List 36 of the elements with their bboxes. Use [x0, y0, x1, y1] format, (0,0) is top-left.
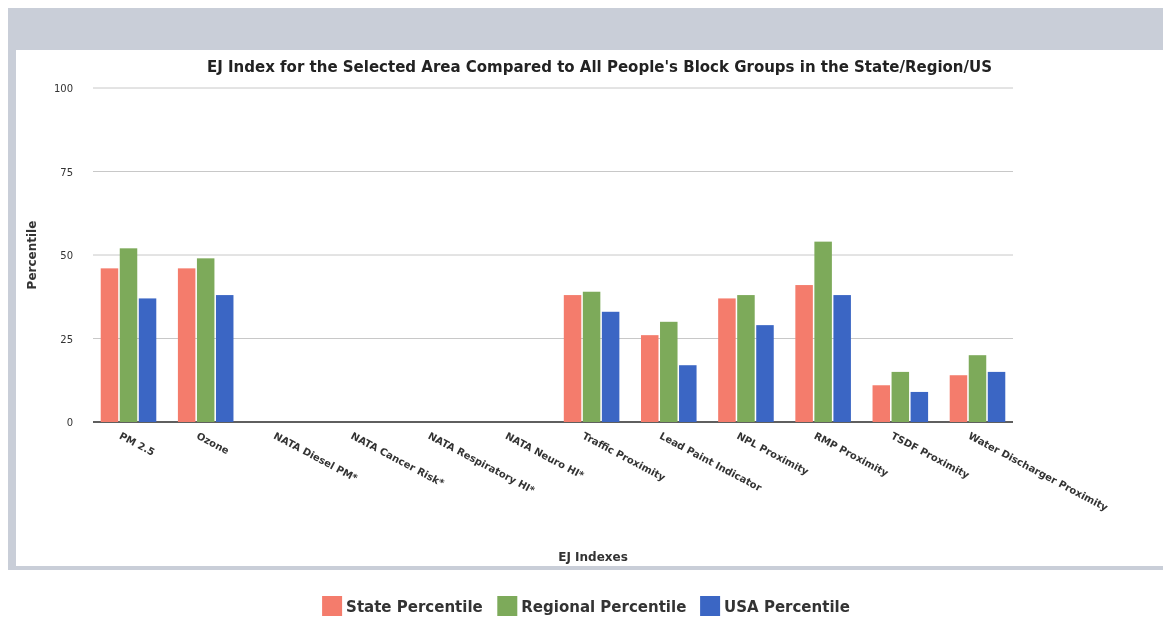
x-tick-label: PM 2.5 [117, 430, 157, 458]
bar [756, 325, 774, 422]
legend-label: State Percentile [346, 598, 483, 616]
legend-label: USA Percentile [724, 598, 850, 616]
bar [987, 371, 1006, 422]
bar [563, 295, 582, 422]
bar [833, 295, 851, 422]
bar [138, 298, 157, 422]
bar [968, 355, 987, 422]
legend-label: Regional Percentile [521, 598, 687, 616]
bar [737, 295, 755, 422]
bar [582, 291, 601, 422]
y-axis-title: Percentile [25, 220, 39, 290]
bar [177, 268, 196, 422]
y-tick-label: 50 [60, 250, 73, 261]
bar [891, 371, 910, 422]
y-tick-label: 100 [53, 83, 73, 94]
bar [119, 248, 138, 422]
bar [718, 298, 736, 422]
bar [872, 385, 891, 422]
bar [910, 391, 929, 422]
bar [601, 311, 620, 422]
bar [640, 335, 659, 422]
bar [196, 258, 215, 422]
bar [215, 295, 234, 422]
bar [660, 321, 678, 422]
y-tick-label: 25 [60, 333, 73, 345]
bar [814, 241, 832, 422]
bar [795, 285, 813, 422]
x-axis-title: EJ Indexes [558, 550, 628, 564]
y-tick-label: 0 [66, 417, 73, 428]
bar [100, 268, 119, 422]
bar [679, 365, 697, 422]
y-tick-label: 75 [60, 166, 73, 178]
chart-title: EJ Index for the Selected Area Compared to All People's Block Groups in the State/Region/US [206, 58, 993, 76]
bar [949, 375, 968, 422]
